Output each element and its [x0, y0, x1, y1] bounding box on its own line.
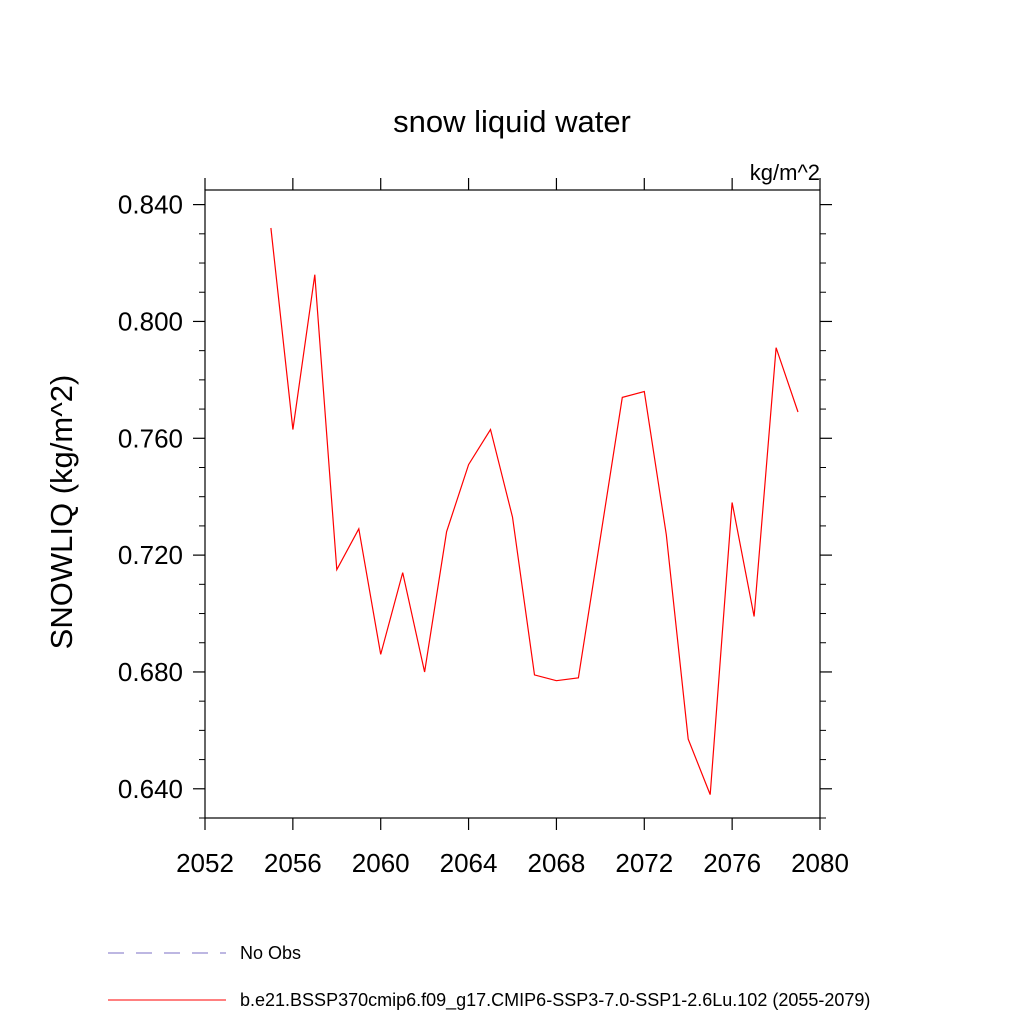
- plot-frame: [204, 189, 821, 819]
- y-tick-label: 0.760: [118, 423, 183, 453]
- units-label: kg/m^2: [750, 160, 820, 185]
- x-tick-label: 2076: [703, 848, 761, 878]
- y-tick-label: 0.680: [118, 657, 183, 687]
- y-tick-label: 0.640: [118, 774, 183, 804]
- legend-entry-label: No Obs: [240, 943, 301, 963]
- x-tick-label: 2052: [176, 848, 234, 878]
- y-axis-label: SNOWLIQ (kg/m^2): [44, 375, 79, 650]
- y-axis: 0.640 0.680 0.720 0.760 0.800 0.840: [118, 190, 832, 819]
- y-tick-label: 0.800: [118, 306, 183, 336]
- x-tick-label: 2080: [791, 848, 849, 878]
- y-tick-label: 0.720: [118, 540, 183, 570]
- x-tick-label: 2072: [615, 848, 673, 878]
- x-tick-label: 2068: [528, 848, 586, 878]
- legend: No Obs b.e21.BSSP370cmip6.f09_g17.CMIP6-S…: [108, 943, 870, 1011]
- y-tick-label: 0.840: [118, 190, 183, 220]
- series-line-1: [270, 227, 799, 795]
- x-tick-label: 2056: [264, 848, 322, 878]
- legend-entry-label: b.e21.BSSP370cmip6.f09_g17.CMIP6-SSP3-7.…: [240, 990, 870, 1011]
- x-tick-label: 2060: [352, 848, 410, 878]
- x-axis: 2052 2056 2060 2064 2068 2072 2076 2080: [176, 178, 849, 878]
- x-tick-label: 2064: [440, 848, 498, 878]
- series-layer: [270, 227, 799, 795]
- chart-title: snow liquid water: [393, 104, 631, 139]
